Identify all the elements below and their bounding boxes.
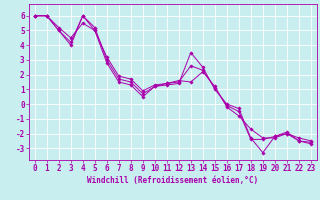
X-axis label: Windchill (Refroidissement éolien,°C): Windchill (Refroidissement éolien,°C): [87, 176, 258, 185]
